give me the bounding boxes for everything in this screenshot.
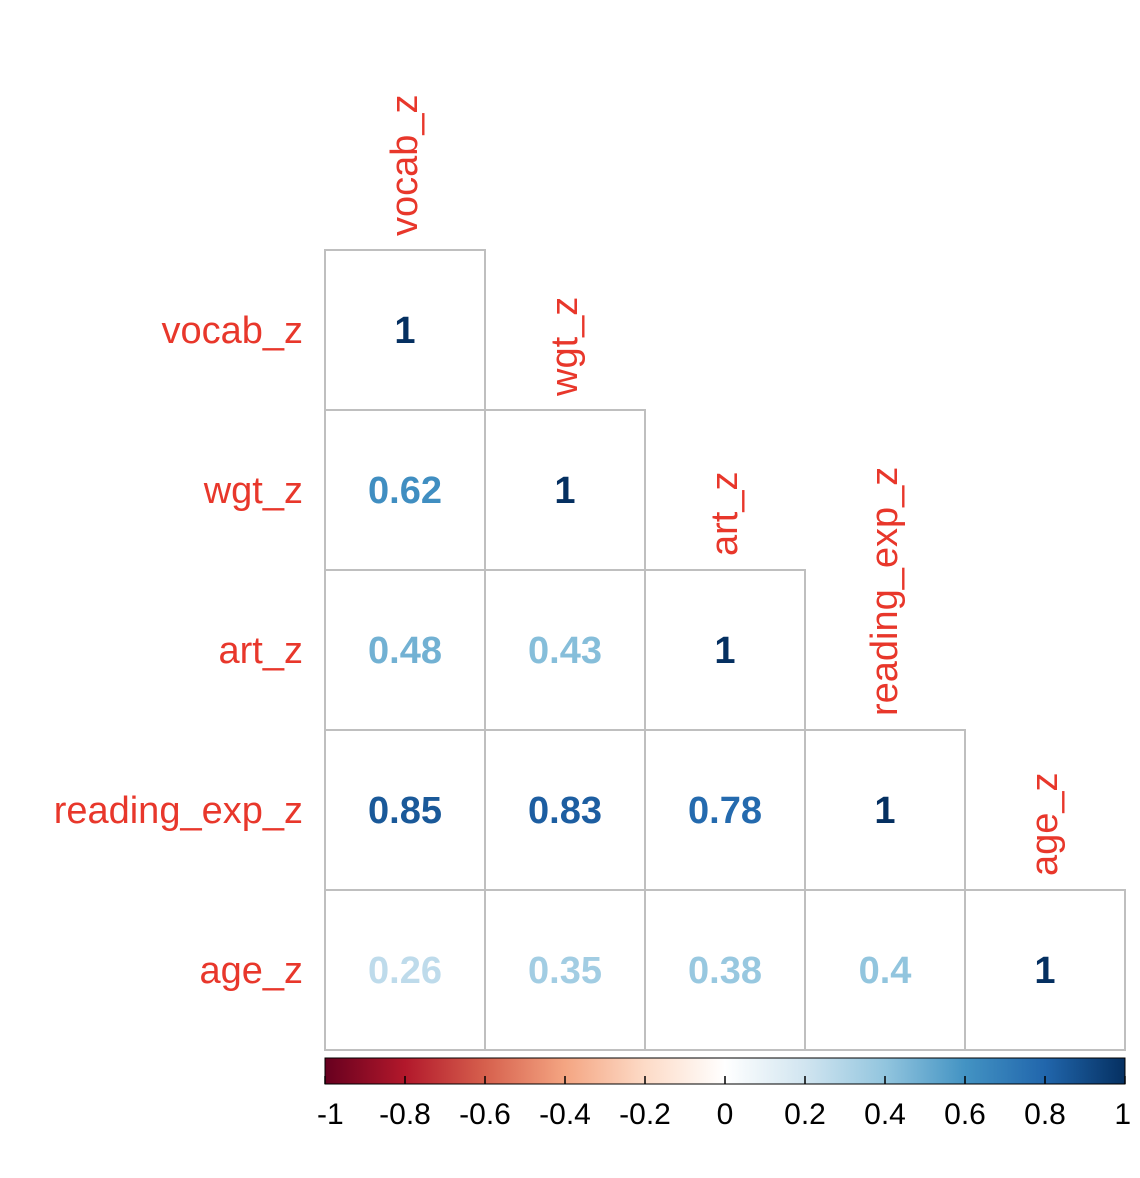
column-label: reading_exp_z	[864, 467, 906, 716]
row-label: age_z	[199, 950, 303, 992]
cell-value-label: 0.48	[368, 630, 442, 672]
column-label: art_z	[704, 472, 746, 556]
color-legend: -1 -0.8 -0.6 -0.4 -0.2 0 0.2 0.4 0.6 0.8 1	[317, 1057, 1131, 1131]
cell-value-label: 0.62	[368, 470, 442, 512]
cell-value-label: 0.26	[368, 950, 442, 992]
matrix-values: 1 0.62 1 0.48 0.43 1 0.85 0.83 0.78 1 0.26 0.35 0.38…	[368, 310, 1056, 992]
cell-value-label: 0.4	[859, 950, 912, 992]
matrix-cell	[484, 409, 646, 571]
colorbar-tick-label: 0.4	[864, 1098, 906, 1131]
cell-value-label: 0.38	[688, 950, 762, 992]
matrix-cell	[324, 409, 486, 571]
matrix-cell	[804, 729, 966, 891]
column-label: vocab_z	[384, 94, 426, 236]
cell-value-label: 0.85	[368, 790, 442, 832]
row-label: vocab_z	[161, 310, 303, 352]
colorbar-tick-label: 0	[717, 1098, 734, 1131]
cell-value-label: 1	[714, 630, 735, 672]
matrix-cell	[644, 889, 806, 1051]
matrix-cells	[324, 249, 1126, 1051]
matrix-cell	[324, 249, 486, 411]
matrix-cell	[804, 889, 966, 1051]
colorbar-tick-label: 0.2	[784, 1098, 826, 1131]
colorbar-tick-label: -0.2	[619, 1098, 671, 1131]
matrix-cell	[324, 569, 486, 731]
colorbar-tick-label: -1	[317, 1098, 344, 1131]
colorbar-tick-label: 0.8	[1024, 1098, 1066, 1131]
colorbar-tick-label: -0.4	[539, 1098, 591, 1131]
matrix-cell	[644, 569, 806, 731]
row-labels: vocab_z wgt_z art_z reading_exp_z age_z	[54, 310, 303, 992]
cell-value-label: 1	[394, 310, 415, 352]
cell-value-label: 0.78	[688, 790, 762, 832]
row-label: wgt_z	[203, 470, 303, 512]
column-label: wgt_z	[544, 297, 586, 397]
row-label: art_z	[219, 630, 303, 672]
colorbar-tick-label: 0.6	[944, 1098, 986, 1131]
cell-value-label: 0.35	[528, 950, 602, 992]
cell-value-label: 1	[554, 470, 575, 512]
colorbar-tick-label: 1	[1114, 1098, 1131, 1131]
cell-value-label: 1	[1034, 950, 1055, 992]
column-labels: vocab_z wgt_z art_z reading_exp_z age_z	[384, 94, 1066, 876]
colorbar-tick-label: -0.6	[459, 1098, 511, 1131]
matrix-cell	[964, 889, 1126, 1051]
column-label: age_z	[1024, 772, 1066, 876]
colorbar-tick-label: -0.8	[379, 1098, 431, 1131]
matrix-cell	[484, 729, 646, 891]
cell-value-label: 1	[874, 790, 895, 832]
cell-value-label: 0.43	[528, 630, 602, 672]
matrix-cell	[484, 569, 646, 731]
row-label: reading_exp_z	[54, 790, 303, 832]
cell-value-label: 0.83	[528, 790, 602, 832]
matrix-cell	[484, 889, 646, 1051]
